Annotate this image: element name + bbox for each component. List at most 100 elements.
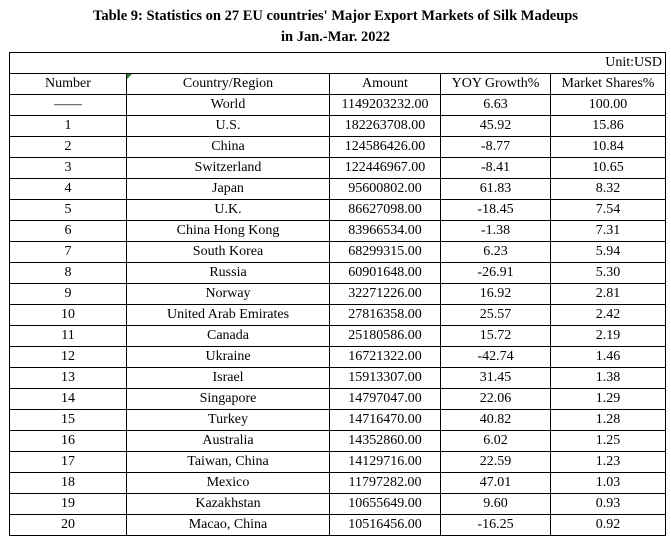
table-row: 20 Macao, China 10516456.00 -16.25 0.92 [9, 514, 667, 536]
cell-country: United Arab Emirates [126, 304, 330, 326]
table-row: 3 Switzerland 122446967.00 -8.41 10.65 [9, 157, 667, 179]
cell-market-share: 1.46 [549, 346, 667, 368]
cell-number: 16 [9, 430, 127, 452]
cell-market-share: 5.30 [549, 262, 667, 284]
table-title-line-1: Table 9: Statistics on 27 EU countries' … [93, 8, 578, 24]
cell-country: Turkey [126, 409, 330, 431]
cell-number: 13 [9, 367, 127, 389]
cell-yoy-growth: 40.82 [440, 409, 551, 431]
cell-market-share: 2.42 [549, 304, 667, 326]
cell-amount: 182263708.00 [329, 115, 441, 137]
cell-number: 20 [9, 514, 127, 536]
cell-country: South Korea [126, 241, 330, 263]
cell-country: Taiwan, China [126, 451, 330, 473]
table-row: 16 Australia 14352860.00 6.02 1.25 [9, 430, 667, 452]
cell-amount: 25180586.00 [329, 325, 441, 347]
cell-market-share: 2.81 [549, 283, 667, 305]
cell-yoy-growth: 22.59 [440, 451, 551, 473]
cell-country: Singapore [126, 388, 330, 410]
cell-yoy-growth: 6.23 [440, 241, 551, 263]
unit-label: Unit:USD [8, 52, 667, 74]
table-row: 10 United Arab Emirates 27816358.00 25.57 2.… [9, 304, 667, 326]
cell-yoy-growth: 61.83 [440, 178, 551, 200]
header-yoy-growth: YOY Growth% [440, 73, 551, 95]
cell-market-share: 1.28 [549, 409, 667, 431]
cell-amount: 15913307.00 [329, 367, 441, 389]
cell-yoy-growth: -8.77 [440, 136, 551, 158]
cell-country: U.K. [126, 199, 330, 221]
cell-amount: 122446967.00 [329, 157, 441, 179]
table-row: 17 Taiwan, China 14129716.00 22.59 1.23 [9, 451, 667, 473]
cell-number: 1 [9, 115, 127, 137]
table-row: 19 Kazakhstan 10655649.00 9.60 0.93 [9, 493, 667, 515]
cell-country: World [126, 94, 330, 116]
cell-amount: 14797047.00 [329, 388, 441, 410]
cell-market-share: 2.19 [549, 325, 667, 347]
cell-amount: 16721322.00 [329, 346, 441, 368]
cell-market-share: 5.94 [549, 241, 667, 263]
table-row: 12 Ukraine 16721322.00 -42.74 1.46 [9, 346, 667, 368]
cell-number: 19 [9, 493, 127, 515]
cell-number: 11 [9, 325, 127, 347]
table-row: —— World 1149203232.00 6.63 100.00 [9, 94, 667, 116]
cell-market-share: 8.32 [549, 178, 667, 200]
cell-yoy-growth: -42.74 [440, 346, 551, 368]
cell-number: 15 [9, 409, 127, 431]
cell-market-share: 10.65 [549, 157, 667, 179]
table-title: Table 9: Statistics on 27 EU countries' … [0, 0, 671, 46]
cell-number: 10 [9, 304, 127, 326]
table-title-line-2: in Jan.-Mar. 2022 [280, 29, 391, 45]
cell-yoy-growth: -1.38 [440, 220, 551, 242]
cell-number: 9 [9, 283, 127, 305]
cell-amount: 14129716.00 [329, 451, 441, 473]
table-row: 9 Norway 32271226.00 16.92 2.81 [9, 283, 667, 305]
cell-number: 3 [9, 157, 127, 179]
cell-country: Kazakhstan [126, 493, 330, 515]
table-row: 7 South Korea 68299315.00 6.23 5.94 [9, 241, 667, 263]
table-row: 6 China Hong Kong 83966534.00 -1.38 7.31 [9, 220, 667, 242]
cell-amount: 83966534.00 [329, 220, 441, 242]
cell-yoy-growth: -8.41 [440, 157, 551, 179]
cell-country: China [126, 136, 330, 158]
table-row: 8 Russia 60901648.00 -26.91 5.30 [9, 262, 667, 284]
cell-country: Japan [126, 178, 330, 200]
cell-yoy-growth: 6.63 [440, 94, 551, 116]
cell-number: 7 [9, 241, 127, 263]
table-row: 5 U.K. 86627098.00 -18.45 7.54 [9, 199, 667, 221]
cell-amount: 27816358.00 [329, 304, 441, 326]
header-row: Number Country/Region Amount YOY Growth%… [9, 73, 667, 95]
cell-number: 8 [9, 262, 127, 284]
cell-yoy-growth: -16.25 [440, 514, 551, 536]
header-amount: Amount [329, 73, 441, 95]
table-row: 14 Singapore 14797047.00 22.06 1.29 [9, 388, 667, 410]
cell-amount: 95600802.00 [329, 178, 441, 200]
cell-amount: 124586426.00 [329, 136, 441, 158]
cell-amount: 32271226.00 [329, 283, 441, 305]
cell-number: 17 [9, 451, 127, 473]
cell-country: Canada [126, 325, 330, 347]
cell-number: 18 [9, 472, 127, 494]
cell-marker-icon [127, 74, 132, 79]
cell-number: 4 [9, 178, 127, 200]
cell-amount: 1149203232.00 [329, 94, 441, 116]
header-country-region-label: Country/Region [182, 76, 274, 91]
cell-country: Switzerland [126, 157, 330, 179]
cell-country: Mexico [126, 472, 330, 494]
cell-country: Ukraine [126, 346, 330, 368]
cell-amount: 10516456.00 [329, 514, 441, 536]
cell-amount: 11797282.00 [329, 472, 441, 494]
cell-number: 5 [9, 199, 127, 221]
cell-yoy-growth: -18.45 [440, 199, 551, 221]
cell-number: 12 [9, 346, 127, 368]
table-row: 4 Japan 95600802.00 61.83 8.32 [9, 178, 667, 200]
cell-country: U.S. [126, 115, 330, 137]
cell-number: —— [9, 94, 127, 116]
cell-amount: 14352860.00 [329, 430, 441, 452]
cell-number: 6 [9, 220, 127, 242]
cell-market-share: 0.93 [549, 493, 667, 515]
cell-market-share: 1.25 [549, 430, 667, 452]
cell-market-share: 0.92 [549, 514, 667, 536]
cell-market-share: 1.29 [549, 388, 667, 410]
table-row: 11 Canada 25180586.00 15.72 2.19 [9, 325, 667, 347]
cell-amount: 60901648.00 [329, 262, 441, 284]
